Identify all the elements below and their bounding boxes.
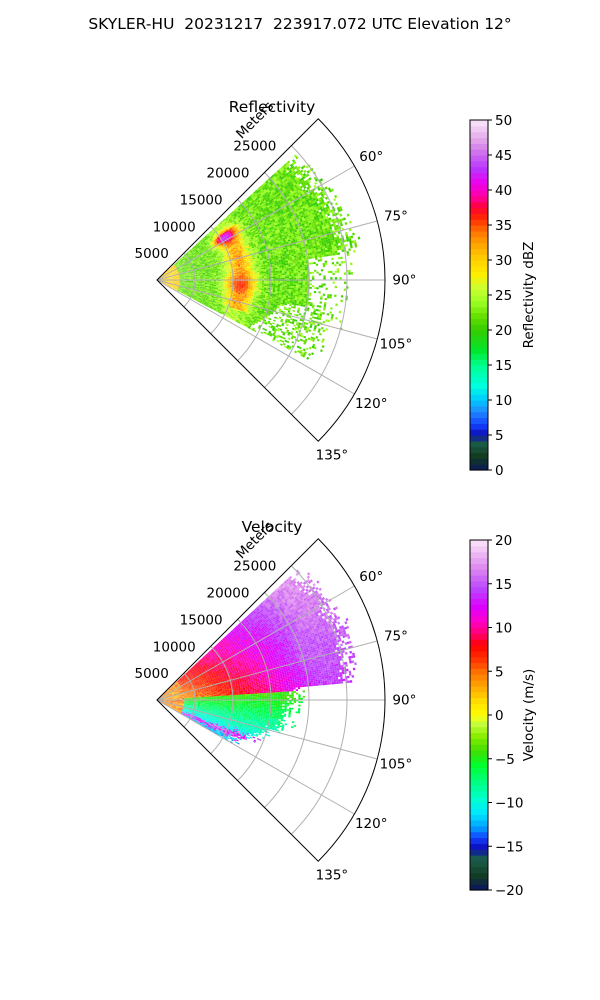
reflectivity-panel: 60° 75° 90° 105° 120° 135° 5000 10000 15000 20000… (135, 98, 537, 479)
colorbar-tick-label: 45 (495, 148, 512, 164)
radial-tick-label: 25000 (233, 139, 276, 155)
radar-gates (157, 569, 357, 745)
colorbar-tick-label: 10 (495, 621, 512, 637)
panel-title: Reflectivity (229, 98, 316, 116)
radial-tick-label: 5000 (135, 246, 169, 262)
colorbar-tick-label: 20 (495, 323, 512, 339)
colorbar-tick-label: 0 (495, 463, 504, 479)
colorbar-tick-label: 0 (495, 708, 504, 724)
azimuth-tick-label: 75° (384, 208, 408, 224)
colorbar-tick-label: 40 (495, 183, 512, 199)
colorbar-tick-label: 10 (495, 393, 512, 409)
azimuth-tick-label: 135° (316, 867, 349, 883)
radial-tick-label: 15000 (180, 192, 223, 208)
radial-tick-label: 20000 (207, 166, 250, 182)
colorbar-tick-label: 5 (495, 664, 504, 680)
colorbar: 0 5 10 15 20 25 30 35 40 45 50 Reflectivity dBZ (469, 113, 537, 479)
azimuth-tick-label: 135° (316, 447, 349, 463)
colorbar-tick-label: 5 (495, 428, 504, 444)
velocity-panel: 60° 75° 90° 105° 120° 135° 5000 10000 15000 20000… (135, 518, 537, 899)
colorbar-tick-label: 30 (495, 253, 512, 269)
radial-tick-label: 10000 (153, 219, 196, 235)
colorbar-tick-label: −15 (495, 839, 524, 855)
azimuth-tick-label: 75° (384, 628, 408, 644)
colorbar-label: Reflectivity dBZ (521, 242, 537, 349)
radial-tick-label: 20000 (207, 586, 250, 602)
colorbar-tick-label: 25 (495, 288, 512, 304)
sector-frame (156, 538, 386, 862)
radial-tick-label: 5000 (135, 666, 169, 682)
colorbar-label: Velocity (m/s) (521, 669, 537, 762)
polar-grid (156, 565, 385, 835)
colorbar: −20 −15 −10 −5 0 5 10 15 20 Velocity (m/s) (469, 533, 537, 899)
colorbar-tick-label: 20 (495, 533, 512, 549)
panel-title: Velocity (242, 518, 303, 536)
azimuth-tick-label: 90° (392, 693, 416, 709)
radial-tick-label: 15000 (180, 612, 223, 628)
colorbar-tick-label: −10 (495, 796, 524, 812)
figure-title: SKYLER-HU 20231217 223917.072 UTC Elevat… (88, 15, 512, 33)
azimuth-tick-label: 60° (359, 569, 383, 585)
colorbar-tick-label: −5 (495, 752, 515, 768)
azimuth-tick-label: 105° (380, 757, 413, 773)
sector-frame (156, 118, 386, 442)
azimuth-tick-label: 120° (355, 396, 388, 412)
colorbar-tick-label: 15 (495, 577, 512, 593)
azimuth-tick-label: 60° (359, 149, 383, 165)
azimuth-tick-label: 105° (380, 337, 413, 353)
polar-grid (156, 145, 385, 415)
colorbar-tick-label: 35 (495, 218, 512, 234)
colorbar-tick-label: −20 (495, 883, 524, 899)
azimuth-tick-label: 90° (392, 273, 416, 289)
azimuth-tick-label: 120° (355, 816, 388, 832)
radial-tick-label: 10000 (153, 639, 196, 655)
colorbar-tick-label: 50 (495, 113, 512, 129)
radial-tick-label: 25000 (233, 559, 276, 575)
colorbar-tick-label: 15 (495, 358, 512, 374)
